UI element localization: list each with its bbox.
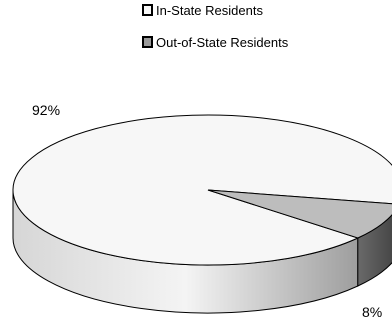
pie-slice-out-of-state [207, 189, 392, 239]
pie-slice-in-state [12, 114, 392, 266]
legend-swatch-out-of-state [142, 36, 153, 48]
legend-label-in-state: In-State Residents [156, 2, 263, 18]
data-label-out-of-state: 8% [362, 304, 382, 320]
pie-layer [12, 114, 392, 314]
data-label-in-state: 92% [32, 102, 60, 118]
legend-swatch-in-state [142, 4, 153, 16]
legend-item-in-state: In-State Residents [142, 2, 288, 18]
legend-item-out-of-state: Out-of-State Residents [142, 34, 288, 50]
chart-legend: In-State Residents Out-of-State Resident… [142, 2, 288, 66]
legend-label-out-of-state: Out-of-State Residents [156, 34, 289, 50]
